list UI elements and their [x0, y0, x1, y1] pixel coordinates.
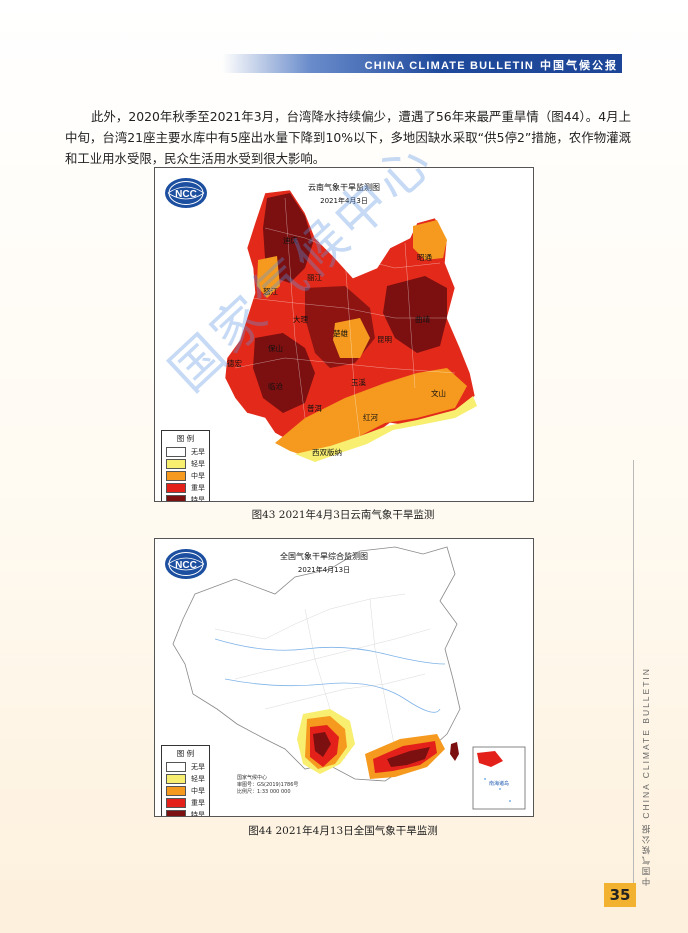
moderate-drought-north	[413, 220, 447, 260]
moderate-drought-center	[333, 318, 370, 358]
light-drought-south	[295, 396, 477, 462]
legend-swatch	[166, 459, 186, 469]
ncc-logo: NCC	[163, 547, 209, 581]
legend-swatch	[166, 483, 186, 493]
legend-item: 无旱	[166, 761, 205, 773]
city-label: 德宏	[227, 359, 242, 368]
header-english: CHINA CLIMATE BULLETIN	[364, 60, 534, 72]
yunnan-drought-map: NCC 云南气象干旱监测图 2021年4月3日 迪庆 怒江 丽江 昭通 大理 曲…	[154, 167, 534, 502]
moderate-drought-south	[275, 368, 467, 456]
legend-item: 重旱	[166, 482, 205, 494]
legend-item: 特旱	[166, 494, 205, 501]
city-label: 迪庆	[283, 236, 298, 245]
legend-swatch	[166, 786, 186, 796]
inset-islands	[484, 778, 511, 802]
city-label: 大理	[293, 315, 308, 324]
svg-text:NCC: NCC	[175, 189, 197, 200]
city-label: 玉溪	[351, 378, 366, 387]
map1-date: 2021年4月3日	[320, 197, 368, 205]
drought-south-extreme	[387, 747, 430, 767]
header-bar	[222, 54, 622, 73]
body-paragraph: 此外，2020年秋季至2021年3月，台湾降水持续偏少，遭遇了56年来最严重旱情…	[65, 109, 631, 167]
city-label: 普洱	[307, 404, 322, 413]
city-label: 临沧	[268, 382, 283, 391]
legend-swatch	[166, 762, 186, 772]
legend-swatch	[166, 810, 186, 816]
legend-item: 特旱	[166, 809, 205, 816]
bulletin-header: CHINA CLIMATE BULLETIN 中国气候公报	[365, 57, 618, 73]
legend-swatch	[166, 798, 186, 808]
moderate-drought-west	[257, 256, 280, 298]
map2-legend: 图 例 无旱 轻旱 中旱 重旱 特旱	[161, 745, 210, 816]
legend-swatch	[166, 447, 186, 457]
china-drought-map: 南海诸岛 NCC 全国气象干旱综合监测图 2021年4月13日 图 例 无旱 轻…	[154, 538, 534, 817]
legend-item: 轻旱	[166, 773, 205, 785]
legend-title: 图 例	[176, 434, 195, 443]
map2-title: 全国气象干旱综合监测图	[280, 552, 368, 561]
legend-title: 图 例	[176, 749, 195, 758]
city-label: 红河	[363, 413, 378, 422]
legend-item: 中旱	[166, 470, 205, 482]
legend-item: 重旱	[166, 797, 205, 809]
header-chinese: 中国气候公报	[540, 60, 618, 72]
city-label: 楚雄	[333, 329, 348, 338]
map2-date: 2021年4月13日	[297, 566, 351, 574]
figure44-caption: 图44 2021年4月13日全国气象干旱监测	[248, 825, 438, 837]
city-label: 文山	[431, 389, 446, 398]
taiwan-drought	[450, 742, 459, 761]
city-label: 昆明	[377, 335, 392, 344]
svg-text:NCC: NCC	[175, 560, 197, 571]
map1-title: 云南气象干旱监测图	[308, 183, 380, 192]
china-map-svg: 南海诸岛	[172, 546, 526, 810]
figure43-caption: 图43 2021年4月3日云南气象干旱监测	[251, 509, 435, 521]
legend-item: 中旱	[166, 785, 205, 797]
extreme-drought-east	[383, 276, 447, 353]
county-boundaries	[234, 197, 456, 439]
inset-label: 南海诸岛	[489, 780, 509, 787]
map1-legend: 图 例 无旱 轻旱 中旱 重旱 特旱	[161, 430, 210, 501]
legend-swatch	[166, 471, 186, 481]
legend-swatch	[166, 774, 186, 784]
legend-item: 轻旱	[166, 458, 205, 470]
legend-swatch	[166, 495, 186, 501]
page-number: 35	[604, 883, 636, 907]
legend-item: 无旱	[166, 446, 205, 458]
ncc-logo: NCC	[163, 176, 209, 210]
rivers	[214, 638, 446, 713]
city-label: 怒江	[263, 287, 278, 296]
city-label: 西双版纳	[312, 448, 342, 457]
drought-southwest-extreme	[313, 732, 331, 757]
city-label: 昭通	[417, 253, 432, 262]
city-label: 保山	[268, 344, 283, 353]
yunnan-map-svg	[224, 189, 477, 462]
city-label: 曲靖	[415, 315, 430, 324]
sidebar-title: 中国气候公报 CHINA CLIMATE BULLETIN	[641, 667, 651, 886]
extreme-drought-southwest	[253, 333, 315, 413]
sidebar-divider	[633, 460, 634, 890]
map2-credit: 国家气候中心 审图号：GS(2019)1786号 比例尺：1:33 000 00…	[237, 775, 299, 795]
city-label: 丽江	[307, 273, 322, 282]
